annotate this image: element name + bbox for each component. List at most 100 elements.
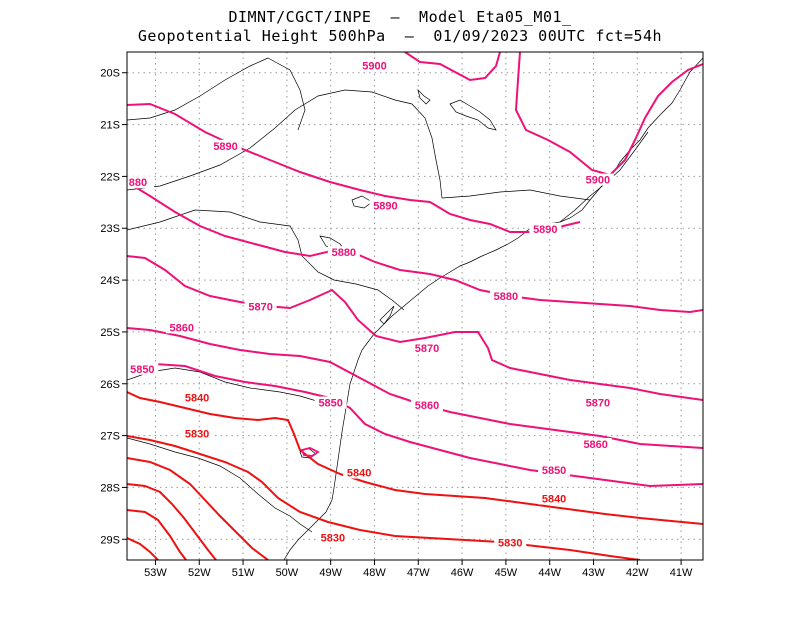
lat-tick-label: 20S <box>100 68 120 80</box>
lon-tick-label: 49W <box>319 567 342 579</box>
lagoon <box>379 305 395 325</box>
contour-5860 <box>127 327 703 449</box>
contour-label-bg <box>411 399 444 412</box>
contour-label: 5850 <box>318 397 342 409</box>
contour-5800 <box>127 509 187 560</box>
contour-label: 5830 <box>321 532 345 544</box>
lat-tick-label: 21S <box>100 120 120 132</box>
contour-label-bg <box>358 59 391 72</box>
contour-label-bg <box>209 139 242 152</box>
contour-label-bg <box>316 531 349 544</box>
longitude-axis: 53W 52W 51W 50W 49W 48W 47W 46W 45W 44W 43W 42W 41W <box>144 560 693 579</box>
contour-5810 <box>127 483 217 560</box>
contour-label: 5890 <box>213 141 237 153</box>
lon-tick-label: 48W <box>363 567 386 579</box>
lat-tick-label: 24S <box>100 275 120 287</box>
contour-5870-closed <box>300 447 320 457</box>
map-frame <box>126 51 704 561</box>
lat-tick-label: 27S <box>100 431 120 443</box>
contour-label: 5890 <box>373 201 397 213</box>
contour-label: 5860 <box>170 322 194 334</box>
lon-tick-label: 41W <box>670 567 693 579</box>
contour-label-bg <box>126 362 159 375</box>
contour-label: 5880 <box>332 247 356 259</box>
contour-5870 <box>127 255 703 401</box>
contour-label-bg <box>494 536 527 549</box>
reservoir-2 <box>351 195 373 209</box>
contour-label-bg <box>581 396 614 409</box>
contour-5820 <box>127 457 269 560</box>
contour-5880 <box>127 181 703 314</box>
contour-5900-b <box>514 52 703 177</box>
contour-label-bg <box>327 246 360 259</box>
lon-tick-label: 43W <box>582 567 605 579</box>
contour-label: 5880 <box>494 291 518 303</box>
lon-tick-label: 45W <box>495 567 518 579</box>
contour-label: 5870 <box>248 302 272 314</box>
contour-label-bg <box>181 391 214 404</box>
contour-label-bg <box>314 396 347 409</box>
contour-5850 <box>127 362 703 488</box>
contour-label: 5900 <box>586 175 610 187</box>
contour-label: 5860 <box>415 400 439 412</box>
contour-5840 <box>127 391 703 525</box>
contour-label-bg <box>121 176 154 189</box>
contour-label-bg <box>369 199 402 212</box>
contour-label: 5830 <box>498 537 522 549</box>
contour-label: 5890 <box>533 224 557 236</box>
border-mg-north <box>441 189 591 201</box>
contour-label-bg <box>244 300 277 313</box>
contour-label: 5860 <box>583 439 607 451</box>
lon-tick-label: 47W <box>407 567 430 579</box>
contour-5790 <box>127 537 159 560</box>
lon-tick-label: 44W <box>538 567 561 579</box>
border-mg-sp <box>127 89 443 199</box>
lat-tick-label: 28S <box>100 482 120 494</box>
lon-tick-label: 50W <box>276 567 299 579</box>
lat-tick-label: 23S <box>100 223 120 235</box>
lon-tick-label: 46W <box>451 567 474 579</box>
lon-tick-label: 52W <box>188 567 211 579</box>
contour-label-bg <box>181 427 214 440</box>
lat-tick-label: 29S <box>100 534 120 546</box>
lon-tick-label: 42W <box>626 567 649 579</box>
contour-label-bg <box>579 437 612 450</box>
contour-5890 <box>127 102 581 233</box>
title-line-1: DIMNT/CGCT/INPE – Model Eta05_M01_ <box>228 8 572 26</box>
lat-tick-label: 26S <box>100 379 120 391</box>
border-pr-sc <box>127 367 346 409</box>
contour-label: 5840 <box>542 493 566 505</box>
geopotential-contours <box>127 52 703 560</box>
lon-tick-label: 53W <box>144 567 167 579</box>
contour-label: 5870 <box>586 397 610 409</box>
border-ms <box>127 57 269 121</box>
coastline-and-borders <box>127 57 703 560</box>
contour-label-bg <box>489 290 522 303</box>
lat-tick-label: 22S <box>100 171 120 183</box>
contour-label-bg <box>529 222 562 235</box>
contour-label-bg <box>581 173 614 186</box>
contour-label: 5840 <box>185 392 209 404</box>
contour-label-bg <box>538 463 571 476</box>
lon-tick-label: 51W <box>232 567 255 579</box>
contour-label-bg <box>538 492 571 505</box>
contour-5900-a <box>404 52 501 82</box>
contour-5830 <box>127 435 641 560</box>
reservoir-4 <box>417 88 431 105</box>
contour-label: 5870 <box>415 343 439 355</box>
latitude-axis: 20S 21S 22S 23S 24S 25S 26S 27S 28S 29S <box>100 68 127 546</box>
lat-tick-label: 25S <box>100 327 120 339</box>
title-line-2: Geopotential Height 500hPa – 01/09/2023 … <box>137 27 663 45</box>
contour-label-bg <box>411 342 444 355</box>
contour-label: 5840 <box>347 467 371 479</box>
border-mg-rj <box>559 187 601 223</box>
contour-label: 880 <box>129 177 147 189</box>
border-sp-pr <box>127 209 405 311</box>
contour-label: 5850 <box>542 465 566 477</box>
contour-label-bg <box>343 466 376 479</box>
reservoir-1 <box>449 99 497 131</box>
contour-label: 5900 <box>362 61 386 73</box>
contour-labels: 5900 5900 5890 5890 5890 880 5880 5880 5870 5870 5… <box>121 59 614 549</box>
contour-label: 5850 <box>130 364 154 376</box>
